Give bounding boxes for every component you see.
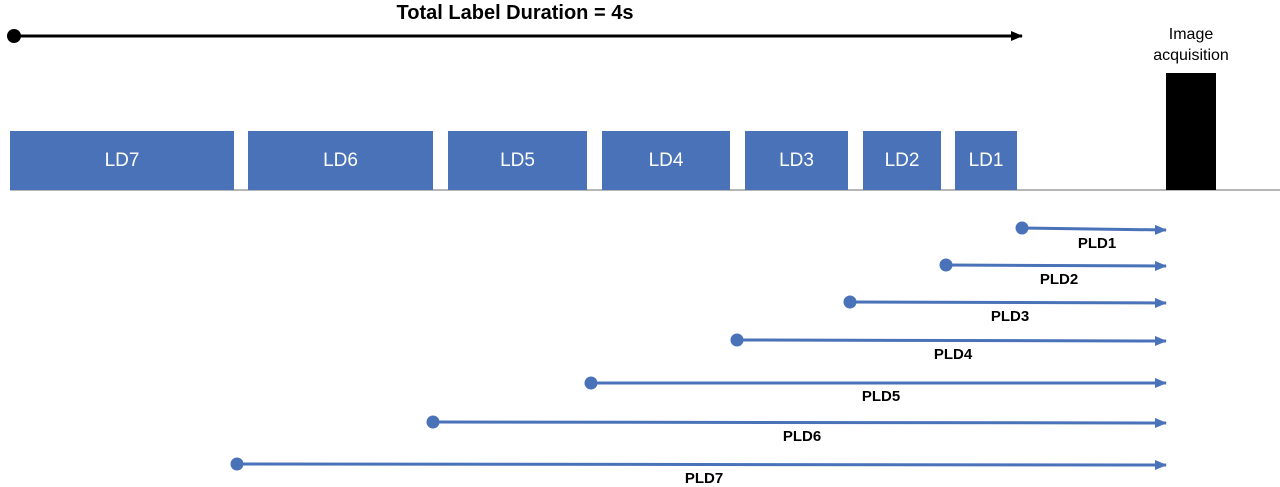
pld-label-pld7: PLD7 (684, 470, 724, 487)
ld-block-ld3: LD3 (745, 131, 848, 190)
pld-arrow-pld4 (730, 333, 1167, 347)
pld-arrow-pld6 (426, 415, 1167, 429)
pld2-line (945, 260, 1167, 271)
ld-block-ld7: LD7 (10, 131, 234, 190)
pld-arrow-pld2 (939, 258, 1167, 272)
pld-label-pld2: PLD2 (1039, 271, 1079, 288)
image-acquisition-bar (1166, 73, 1216, 190)
pld-arrow-pld7 (230, 457, 1167, 471)
ld-block-ld6: LD6 (248, 131, 433, 190)
pld-arrow-pld5 (584, 376, 1167, 390)
image-acquisition-label-line2: acquisition (1153, 47, 1229, 64)
pld-label-pld3: PLD3 (990, 308, 1030, 325)
ld-block-ld4: LD4 (602, 131, 730, 190)
ld-block-ld2: LD2 (863, 131, 941, 190)
image-acquisition-label-line1: Image (1168, 26, 1214, 43)
pld-label-pld1: PLD1 (1077, 235, 1117, 252)
pld-label-pld6: PLD6 (782, 428, 822, 445)
total-duration-arrow (7, 29, 1023, 43)
pld-arrow-pld3 (843, 295, 1167, 309)
image-acquisition-label: Image acquisition (1132, 24, 1250, 66)
pld3-line (849, 297, 1167, 308)
ld-block-ld1: LD1 (955, 131, 1017, 190)
pld6-line (432, 417, 1167, 428)
diagram-title: Total Label Duration = 4s (396, 2, 634, 24)
pld-arrow-pld1 (1015, 221, 1167, 235)
pld-label-pld4: PLD4 (933, 346, 973, 363)
pld4-line (736, 335, 1167, 346)
ld-block-ld5: LD5 (448, 131, 587, 190)
pld-label-pld5: PLD5 (861, 388, 901, 405)
pld7-line (236, 459, 1167, 470)
pld1-line (1021, 224, 1167, 235)
